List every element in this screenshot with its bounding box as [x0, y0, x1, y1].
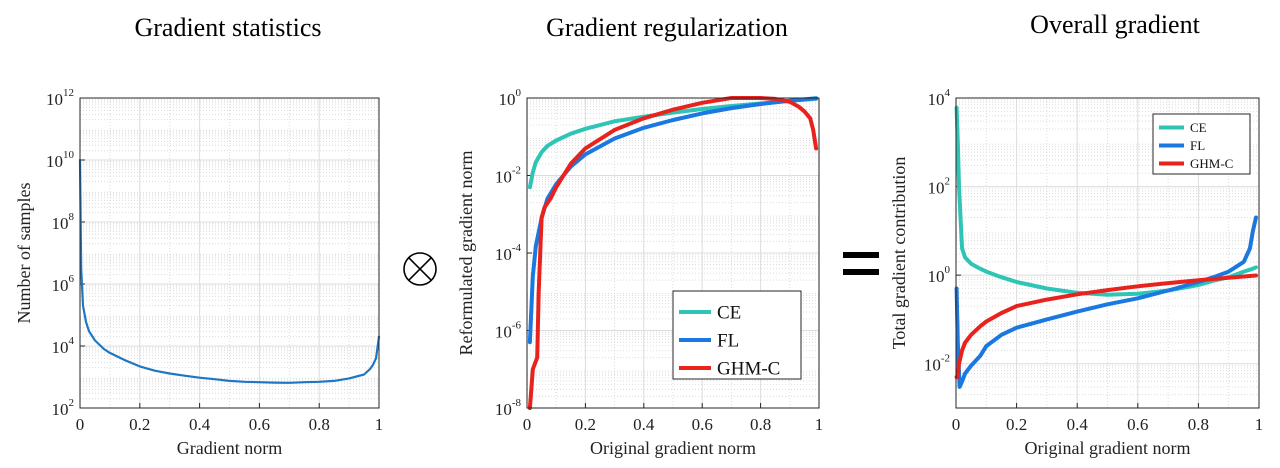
series-line-fl	[527, 96, 819, 345]
y-axis-label: Number of samples	[14, 183, 34, 324]
legend: CE FL GHM-C	[1152, 113, 1251, 175]
otimes-operator	[403, 252, 437, 286]
plot-frame	[955, 97, 1260, 409]
x-tick-label: 0	[76, 415, 85, 434]
x-tick-label: 1	[815, 415, 824, 434]
x-tick-label: 0.6	[692, 415, 713, 434]
chart-panel-overall: 0 0.2 0.4 0.6 0.8 1 104 102 100 10-2 Original grad…	[889, 87, 1263, 458]
equals-operator	[843, 252, 879, 275]
x-tick-label: 0.6	[249, 415, 270, 434]
x-tick-label: 0.4	[1067, 415, 1089, 434]
y-tick-label: 108	[52, 211, 75, 233]
legend-label: CE	[717, 303, 741, 324]
y-tick-label: 10-8	[495, 397, 522, 419]
plot-frame	[79, 97, 380, 409]
chart-title-overall: Overall gradient	[1030, 10, 1200, 39]
x-tick-label: 0.8	[309, 415, 330, 434]
x-tick-label: 0.2	[129, 415, 150, 434]
series-line-fl	[954, 215, 1258, 389]
legend-label: GHM-C	[1190, 156, 1233, 171]
y-tick-label: 100	[499, 87, 522, 109]
x-tick-label: 0.2	[575, 415, 596, 434]
y-tick-label: 106	[52, 273, 75, 295]
x-tick-label: 0	[523, 415, 532, 434]
legend-label: CE	[1190, 120, 1207, 135]
x-tick-label: 0.4	[189, 415, 211, 434]
series-line-ghm-c	[527, 96, 819, 410]
x-tick-label: 1	[375, 415, 384, 434]
y-tick-label: 10-6	[495, 320, 522, 342]
chart-panel-regularization: 0 0.2 0.4 0.6 0.8 1 100 10-2 10-4 10-6 10-8 Origina…	[456, 87, 823, 458]
series-line-samples	[78, 158, 381, 384]
x-tick-label: 0	[952, 415, 961, 434]
y-tick-label: 102	[928, 176, 951, 198]
legend-box	[672, 290, 802, 380]
equals-bar-top	[843, 252, 879, 258]
plot-frame	[526, 97, 820, 409]
x-tick-label: 1	[1255, 415, 1264, 434]
legend-label: GHM-C	[717, 359, 780, 380]
x-tick-label: 0.8	[750, 415, 771, 434]
x-tick-label: 0.8	[1188, 415, 1209, 434]
x-axis-label: Original gradient norm	[1025, 438, 1191, 458]
y-axis-label: Reformulated gradient norm	[456, 151, 476, 356]
x-axis-label: Gradient norm	[177, 438, 282, 458]
y-tick-label: 104	[928, 87, 951, 109]
y-tick-label: 104	[52, 335, 75, 357]
y-tick-label: 1010	[46, 149, 75, 171]
otimes-cross-b	[408, 257, 432, 281]
y-tick-label: 102	[52, 397, 75, 419]
y-tick-label: 10-2	[495, 165, 521, 187]
chart-panel-statistics: 0 0.2 0.4 0.6 0.8 1 102 104 106 108 1010 1012 Gradie…	[14, 87, 383, 458]
x-tick-label: 0.6	[1127, 415, 1148, 434]
x-tick-label: 0.4	[633, 415, 655, 434]
chart-title-regularization: Gradient regularization	[546, 13, 788, 42]
x-axis-label: Original gradient norm	[590, 438, 756, 458]
chart-title-statistics: Gradient statistics	[134, 13, 321, 42]
equals-bar-bottom	[843, 269, 879, 275]
y-tick-label: 1012	[46, 87, 74, 109]
series-line-ghm-c	[954, 273, 1258, 379]
otimes-circle	[403, 252, 437, 286]
y-tick-label: 10-4	[495, 242, 522, 264]
legend-label: FL	[717, 331, 739, 352]
legend-label: FL	[1190, 138, 1205, 153]
legend: CE FL GHM-C	[672, 290, 802, 380]
x-tick-label: 0.2	[1006, 415, 1027, 434]
y-tick-label: 100	[928, 264, 951, 286]
y-axis-label: Total gradient contribution	[889, 157, 909, 350]
y-tick-label: 10-2	[924, 353, 950, 375]
plot-area	[80, 98, 379, 408]
